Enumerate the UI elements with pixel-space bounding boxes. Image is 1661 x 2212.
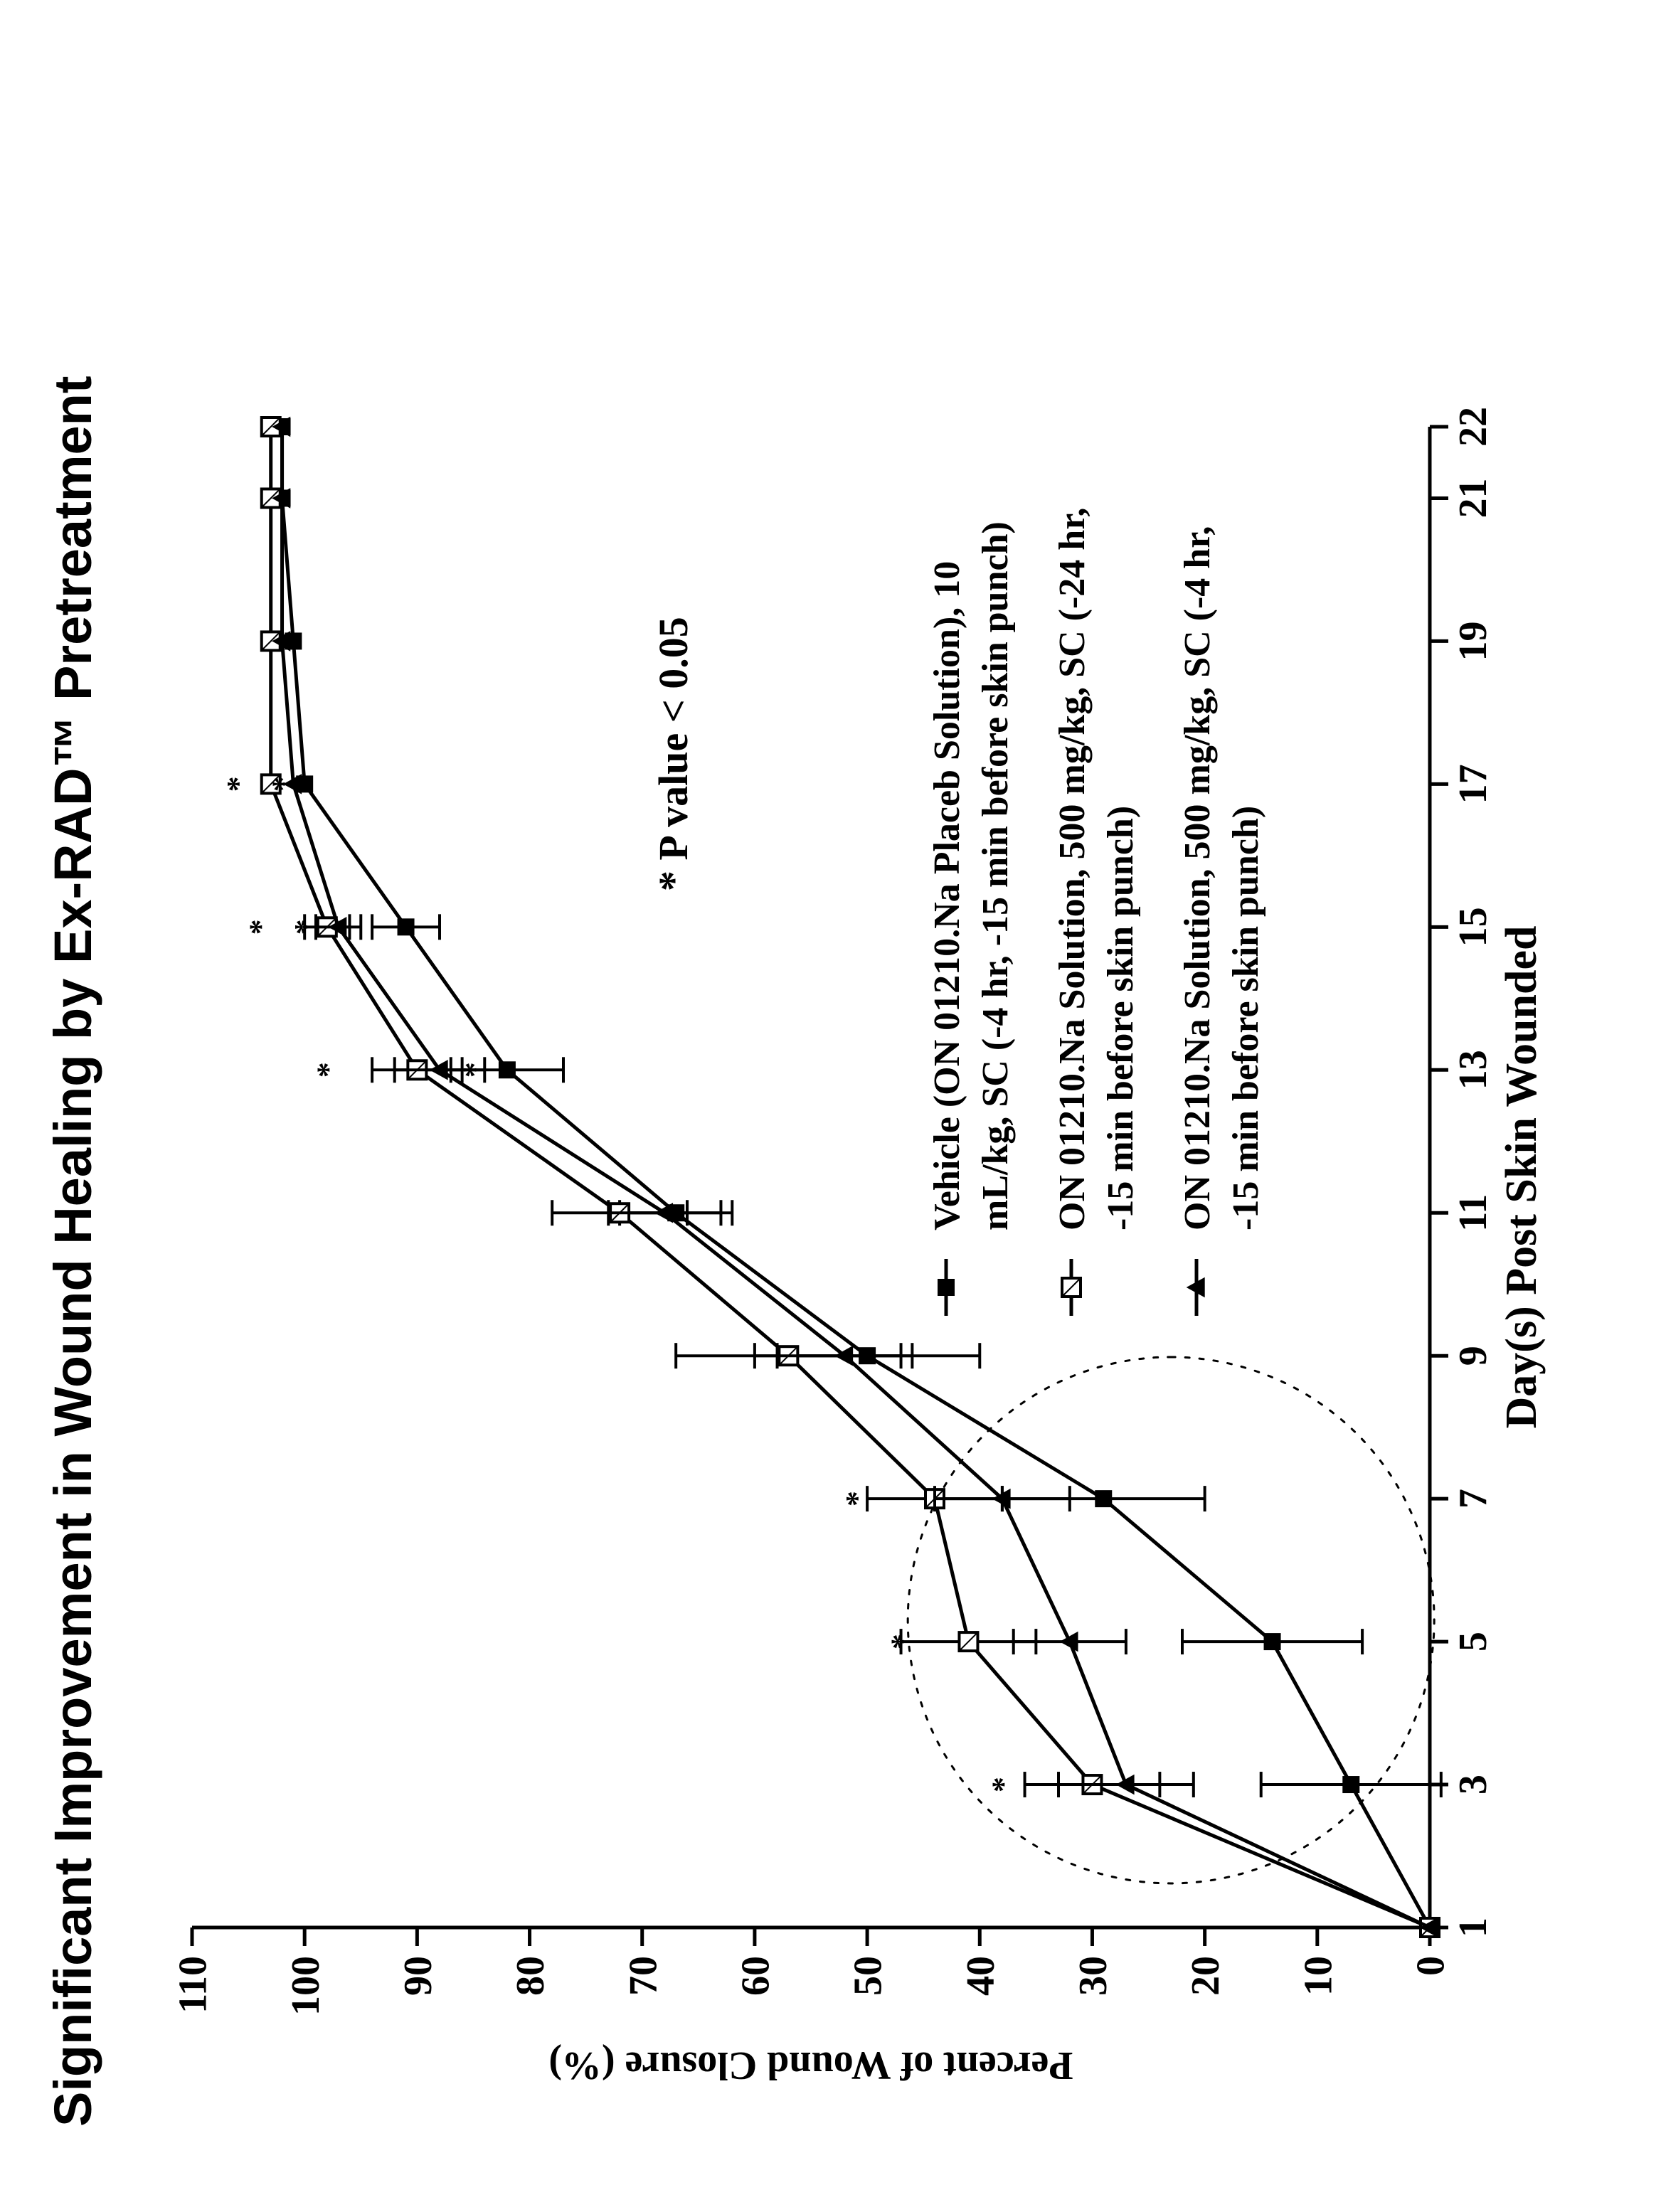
legend-label: -15 min before skin punch) <box>1100 806 1141 1230</box>
y-tick-label: 110 <box>171 1956 216 2014</box>
y-axis-label: Percent of Wound Closure (%) <box>548 2043 1073 2088</box>
x-tick-label: 1 <box>1451 1918 1495 1937</box>
y-tick-label: 90 <box>396 1956 440 1996</box>
marker-square-filled-icon <box>1095 1490 1112 1507</box>
x-tick-label: 19 <box>1451 621 1495 661</box>
marker-square-filled-icon <box>938 1279 955 1296</box>
marker-triangle-filled-icon <box>430 1060 448 1080</box>
x-tick-label: 9 <box>1451 1346 1495 1366</box>
y-tick-label: 40 <box>959 1956 1003 1996</box>
x-tick-label: 11 <box>1451 1194 1495 1232</box>
legend-entry-vehicle: Vehicle (ON 01210.Na Placeb Solution), 1… <box>927 521 1016 1316</box>
legend-label: Vehicle (ON 01210.Na Placeb Solution), 1… <box>927 561 967 1230</box>
significance-marker: * <box>221 776 255 792</box>
marker-square-filled-icon <box>1342 1776 1359 1793</box>
y-tick-label: 70 <box>621 1956 665 1996</box>
legend-label: ON 01210.Na Solution, 500 mg/kg, SC (-24… <box>1052 507 1093 1230</box>
marker-square-filled-icon <box>499 1061 516 1078</box>
significance-marker: * <box>288 919 323 935</box>
y-tick-label: 100 <box>284 1956 328 2016</box>
significance-marker: * <box>265 776 300 792</box>
x-axis-label: Day(s) Post Skin Wounded <box>1497 926 1546 1429</box>
wound-healing-chart: 1357911131517192122Day(s) Post Skin Woun… <box>149 71 1615 2148</box>
p-value-annotation: * P value < 0.05 <box>650 617 696 891</box>
y-tick-label: 30 <box>1071 1956 1115 1996</box>
marker-triangle-filled-icon <box>654 1203 673 1223</box>
marker-square-filled-icon <box>1264 1633 1281 1650</box>
significance-marker: * <box>986 1777 1021 1792</box>
x-tick-label: 13 <box>1451 1050 1495 1090</box>
y-tick-label: 60 <box>734 1956 778 1996</box>
legend-label: mL/kg, SC (-4 hr, -15 min before skin pu… <box>975 521 1016 1230</box>
x-tick-label: 22 <box>1451 407 1495 447</box>
y-tick-label: 80 <box>509 1956 553 1996</box>
y-tick-label: 10 <box>1296 1956 1340 1996</box>
x-tick-label: 5 <box>1451 1632 1495 1652</box>
significance-marker: * <box>839 1491 874 1506</box>
x-tick-label: 3 <box>1451 1775 1495 1794</box>
y-tick-label: 20 <box>1184 1956 1228 1996</box>
legend-entry-on01210-24h: ON 01210.Na Solution, 500 mg/kg, SC (-24… <box>1052 507 1141 1316</box>
y-tick-label: 0 <box>1409 1956 1453 1976</box>
legend-label: -15 min before skin punch) <box>1226 806 1266 1230</box>
x-tick-label: 21 <box>1451 478 1495 518</box>
y-tick-label: 50 <box>847 1956 891 1996</box>
marker-triangle-filled-icon <box>1060 1632 1078 1652</box>
significance-marker: * <box>243 919 278 935</box>
x-tick-label: 17 <box>1451 764 1495 804</box>
marker-square-filled-icon <box>398 918 415 935</box>
significance-marker: * <box>311 1062 346 1078</box>
x-tick-label: 7 <box>1451 1489 1495 1509</box>
page-title: Significant Improvement in Wound Healing… <box>43 376 103 2127</box>
legend-label: ON 01210.Na Solution, 500 mg/kg, SC (-4 … <box>1177 526 1218 1230</box>
x-tick-label: 15 <box>1451 907 1495 947</box>
significance-marker: * <box>884 1634 919 1649</box>
significance-marker: * <box>457 1062 492 1078</box>
legend-entry-on01210-4h: ON 01210.Na Solution, 500 mg/kg, SC (-4 … <box>1177 526 1266 1316</box>
